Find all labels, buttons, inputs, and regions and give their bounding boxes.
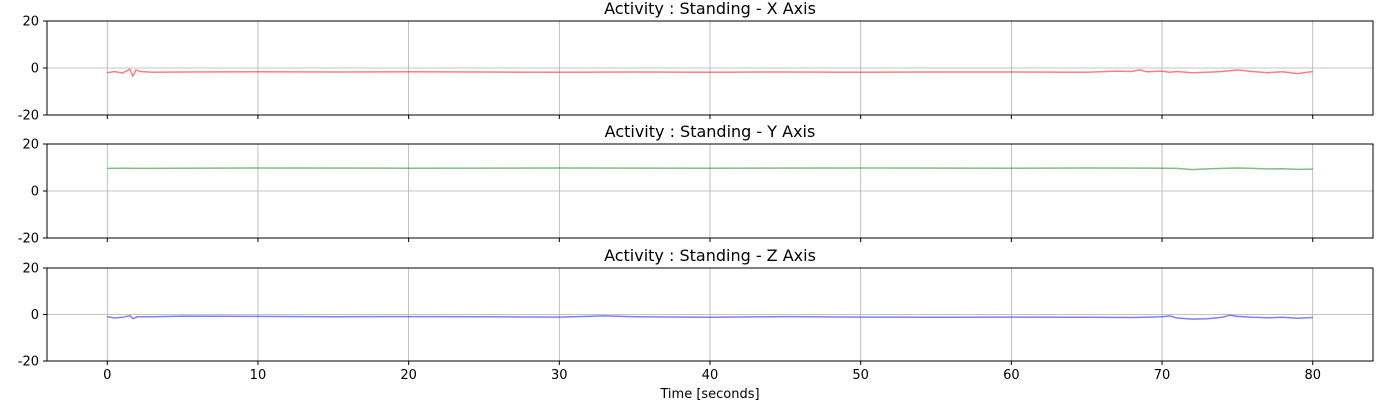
x-tick-label: 20 <box>400 368 417 383</box>
subplot-x-axis: 20 0 -20 Activity : Standing - X Axis <box>18 0 1374 124</box>
series-line-z <box>107 314 1313 320</box>
subplot-y-axis: 20 0 -20 Activity : Standing - Y Axis <box>18 122 1374 247</box>
subplot-title: Activity : Standing - Y Axis <box>605 122 816 141</box>
x-tick-label: 70 <box>1154 368 1171 383</box>
y-tick-label: 20 <box>22 262 39 277</box>
subplot-title: Activity : Standing - X Axis <box>604 0 816 18</box>
ticks: 0 10 20 30 40 50 60 70 80 20 0 -20 <box>18 262 1321 384</box>
x-tick-label: 30 <box>551 368 568 383</box>
y-tick-label: -20 <box>18 109 39 124</box>
grid <box>47 267 1373 362</box>
y-tick-label: -20 <box>18 355 39 370</box>
x-tick-label: 10 <box>250 368 267 383</box>
ticks: 20 0 -20 <box>18 138 1314 247</box>
grid <box>47 143 1373 239</box>
grid <box>47 20 1373 116</box>
x-tick-label: 50 <box>852 368 869 383</box>
x-tick-label: 80 <box>1304 368 1321 383</box>
x-tick-label: 60 <box>1003 368 1020 383</box>
y-tick-label: 0 <box>31 62 39 77</box>
y-tick-label: -20 <box>18 232 39 247</box>
y-tick-label: 0 <box>31 185 39 200</box>
series-line-x <box>107 68 1313 77</box>
series-line-y <box>107 167 1313 171</box>
subplot-z-axis: 0 10 20 30 40 50 60 70 80 20 0 -20 Activity : Stand… <box>18 246 1374 400</box>
x-tick-label: 40 <box>702 368 719 383</box>
subplot-title: Activity : Standing - Z Axis <box>604 246 816 265</box>
y-tick-label: 20 <box>22 15 39 30</box>
x-axis-label: Time [seconds] <box>659 387 759 400</box>
y-tick-label: 0 <box>31 308 39 323</box>
x-tick-label: 0 <box>103 368 111 383</box>
ticks: 20 0 -20 <box>18 15 1314 124</box>
y-tick-label: 20 <box>22 138 39 153</box>
